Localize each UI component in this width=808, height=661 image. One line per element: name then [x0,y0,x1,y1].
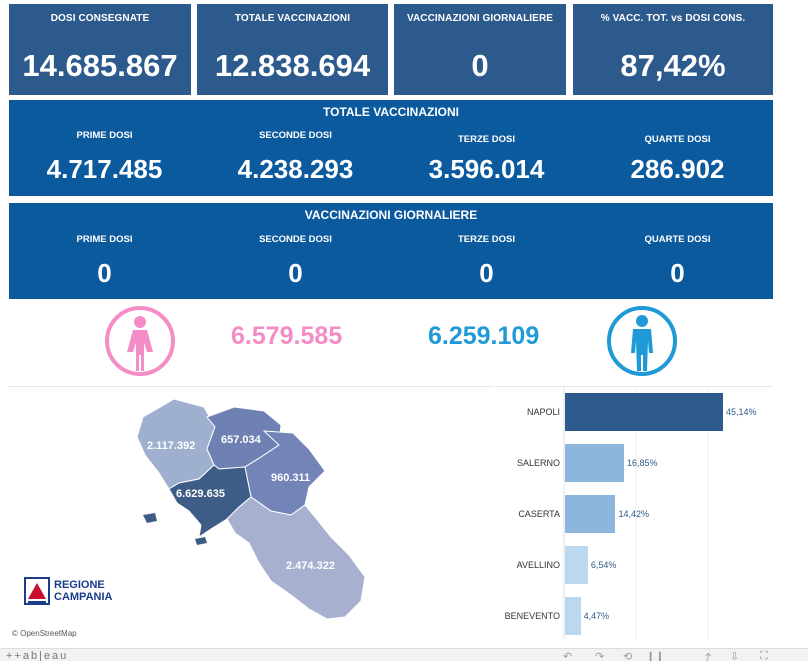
col-label: SECONDE DOSI [259,130,332,141]
kpi-label: TOTALE VACCINAZIONI [234,13,351,24]
fullscreen-icon[interactable]: ⛶ [760,650,768,661]
kpi-label: VACCINAZIONI GIORNALIERE [406,13,554,24]
kpi-totale-vaccinazioni: TOTALE VACCINAZIONI 12.838.694 [197,4,388,95]
undo-icon[interactable]: ↶ [563,651,573,661]
map-label-caserta: 2.117.392 [147,440,195,452]
col-value: 4.717.485 [46,154,163,184]
bar-value-label: 6,54% [590,560,617,570]
bar-napoli[interactable] [565,393,723,431]
bar-value-label: 16,85% [626,458,658,468]
giornaliere-seconde-dosi: SECONDE DOSI 0 [200,234,391,289]
pause-icon[interactable]: ❙❙ [646,651,665,661]
kpi-percent-vaccinazioni: % VACC. TOT. vs DOSI CONS. 87,42% [573,4,773,95]
map-label-napoli: 6.629.635 [176,488,225,500]
regione-campania-logo: REGIONE CAMPANIA [24,577,114,609]
col-label: TERZE DOSI [457,234,515,245]
band-title: VACCINAZIONI GIORNALIERE [304,208,478,222]
map-label-salerno: 2.474.322 [286,560,335,572]
bar-benevento[interactable] [565,597,581,635]
logo-line1: REGIONE [54,579,105,591]
bar-value-label: 14,42% [618,509,649,519]
col-label: SECONDE DOSI [259,234,332,245]
bar-caserta[interactable] [565,495,616,533]
campania-map[interactable]: 2.117.392 657.034 960.311 6.629.635 2.47… [9,387,493,639]
female-total: 6.579.585 [231,322,343,350]
province-salerno [226,496,366,620]
col-label: PRIME DOSI [76,234,133,245]
col-value: 0 [479,258,494,288]
col-label: QUARTE DOSI [644,234,711,245]
band-title: TOTALE VACCINAZIONI [323,105,459,119]
share-icon[interactable]: ⤴ [700,653,711,661]
col-value: 0 [670,258,685,288]
totale-terze-dosi: TERZE DOSI 3.596.014 [391,134,582,185]
giornaliere-prime-dosi: PRIME DOSI 0 [9,234,200,289]
map-attribution[interactable]: © OpenStreetMap [12,629,77,638]
download-icon[interactable]: ⇩ [730,651,740,661]
bar-value-label: 4,47% [583,611,610,621]
bar-category-label: BENEVENTO [504,611,560,621]
bar-category-label: AVELLINO [516,560,560,570]
totale-prime-dosi: PRIME DOSI 4.717.485 [9,130,200,185]
kpi-value: 87,42% [620,48,726,83]
bar-salerno[interactable] [565,444,624,482]
tableau-toolbar: ++ab|eau ↶ ↷ ⟲ ❙❙ ⤴ ⇩ ⛶ [0,648,808,661]
totale-seconde-dosi: SECONDE DOSI 4.238.293 [200,130,391,185]
giornaliere-terze-dosi: TERZE DOSI 0 [391,234,582,289]
island-capri [195,537,207,545]
redo-icon[interactable]: ↷ [595,651,605,661]
province-map[interactable]: 2.117.392 657.034 960.311 6.629.635 2.47… [9,386,493,638]
giornaliere-quarte-dosi: QUARTE DOSI 0 [582,234,773,289]
bar-category-label: SALERNO [516,458,560,468]
kpi-value: 14.685.867 [22,48,178,83]
bar-category-label: CASERTA [518,509,560,519]
regione-shield-icon [24,577,50,605]
kpi-value: 0 [471,48,489,83]
map-label-avellino: 960.311 [271,472,310,484]
kpi-label: DOSI CONSEGNATE [50,13,150,24]
col-value: 0 [288,258,303,288]
island-ischia [143,513,157,523]
col-value: 3.596.014 [428,154,545,184]
vaccinazioni-giornaliere-band: VACCINAZIONI GIORNALIERE PRIME DOSI 0 SE… [9,203,773,299]
totale-vaccinazioni-band: TOTALE VACCINAZIONI PRIME DOSI 4.717.485… [9,100,773,196]
tableau-logo[interactable]: ++ab|eau [6,650,69,661]
bar-value-label: 45,14% [726,407,757,417]
male-total: 6.259.109 [428,322,540,350]
col-label: QUARTE DOSI [644,134,711,145]
bar-avellino[interactable] [565,546,588,584]
revert-icon[interactable]: ⟲ [623,651,633,661]
logo-line2: CAMPANIA [54,591,113,603]
map-label-benevento: 657.034 [221,434,262,446]
col-value: 4.238.293 [237,154,354,184]
col-label: PRIME DOSI [76,130,133,141]
col-label: TERZE DOSI [457,134,515,145]
col-value: 286.902 [630,154,725,184]
kpi-label: % VACC. TOT. vs DOSI CONS. [600,13,746,24]
col-value: 0 [97,258,112,288]
kpi-vaccinazioni-giornaliere: VACCINAZIONI GIORNALIERE 0 [394,4,566,95]
bar-category-label: NAPOLI [526,407,560,417]
male-icon [607,306,677,376]
kpi-value: 12.838.694 [214,48,371,83]
totale-quarte-dosi: QUARTE DOSI 286.902 [582,134,773,185]
female-icon [105,306,175,376]
kpi-dosi-consegnate: DOSI CONSEGNATE 14.685.867 [9,4,191,95]
